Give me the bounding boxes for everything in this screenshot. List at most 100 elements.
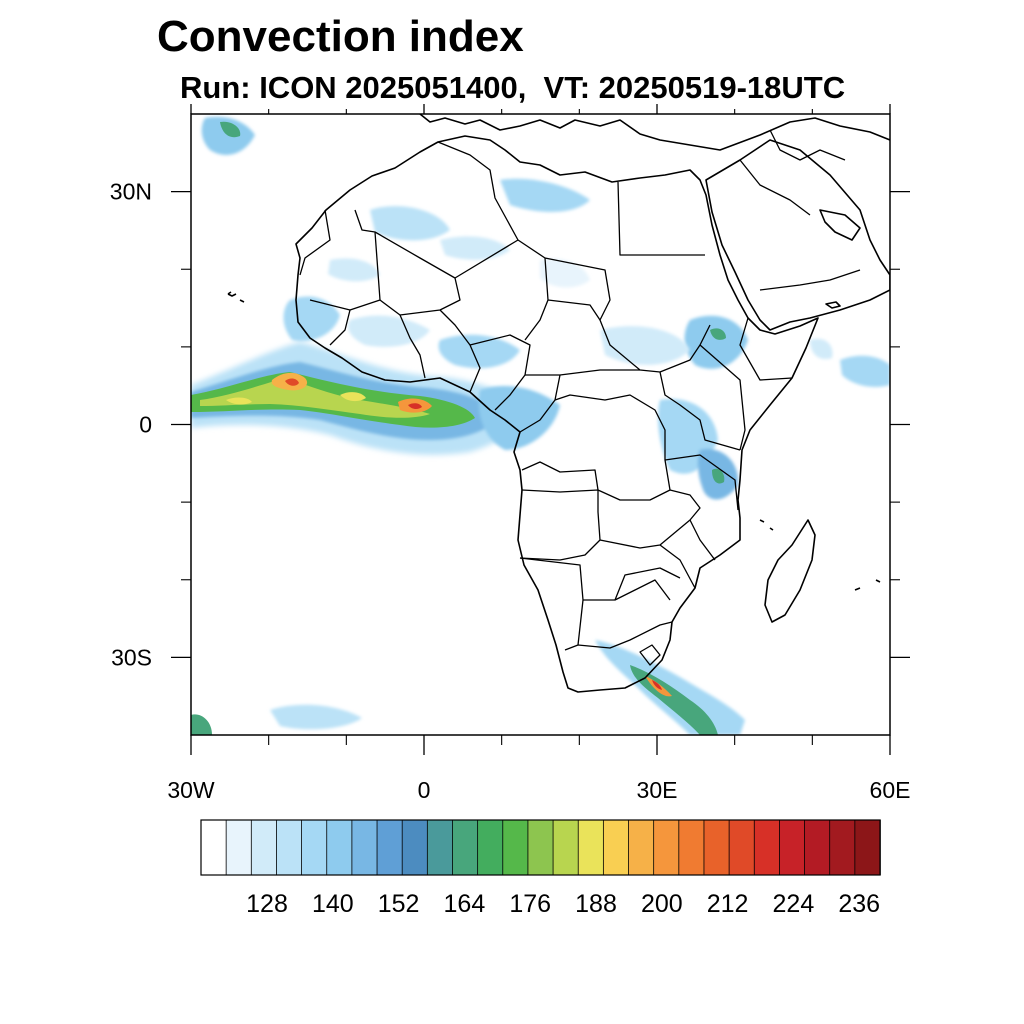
y-tick-label: 0 xyxy=(139,412,152,438)
chart-title: Convection index xyxy=(157,12,524,61)
border-nigeria-cameroon xyxy=(469,334,531,411)
colorbar-swatch xyxy=(276,819,303,876)
border-chad xyxy=(547,299,601,321)
colorbar-swatch xyxy=(477,819,504,876)
colorbar-swatch xyxy=(653,819,680,876)
canary-islands xyxy=(227,293,245,303)
colorbar-swatch xyxy=(703,819,730,876)
colorbar-label: 224 xyxy=(773,890,815,918)
itcz-core-yellow-3 xyxy=(340,392,366,402)
south-atlantic-patch-1 xyxy=(191,714,212,735)
x-tick-label: 30W xyxy=(167,777,215,803)
colorbar-swatch xyxy=(602,819,630,876)
axis-ticks xyxy=(171,104,910,755)
ethiopia-core xyxy=(710,328,726,340)
colorbar-swatch xyxy=(225,819,253,876)
border-arabia-3 xyxy=(769,129,846,161)
border-lesotho xyxy=(639,644,661,666)
sahara-patch-2 xyxy=(500,178,590,212)
x-tick-label: 0 xyxy=(418,777,431,803)
colorbar-swatch xyxy=(678,819,705,876)
border-north-africa-5 xyxy=(454,239,519,279)
border-east-africa-1 xyxy=(659,371,741,451)
x-tick-label: 30E xyxy=(637,777,678,803)
north-atlantic-patch xyxy=(201,116,255,155)
border-mozambique xyxy=(659,519,716,589)
colorbar-swatch xyxy=(351,819,378,876)
sahara-patch-4 xyxy=(328,258,380,282)
colorbar-swatch xyxy=(552,819,580,876)
sahara-patch-1 xyxy=(370,206,450,241)
sahel-patch-3 xyxy=(438,334,520,369)
sa-band-red xyxy=(652,680,662,690)
socotra-island xyxy=(825,301,841,309)
comoros-islands xyxy=(759,519,774,531)
colorbar-label: 200 xyxy=(641,890,683,918)
colorbar-swatch xyxy=(426,819,454,876)
europe-coastline xyxy=(419,114,890,151)
madagascar-coastline xyxy=(764,519,816,623)
border-arabia-1 xyxy=(739,159,811,216)
sahel-patch-1 xyxy=(283,296,340,342)
border-sudan xyxy=(544,257,711,373)
colorbar-swatch xyxy=(376,819,403,876)
border-east-africa-2 xyxy=(699,344,746,451)
south-atlantic-patch-2 xyxy=(270,704,362,730)
axis-labels: 30W 0 30E 60E 30N 0 30S xyxy=(110,179,911,803)
colorbar-swatch xyxy=(527,819,554,876)
colorbar-swatch xyxy=(628,819,655,876)
colorbar-label: 152 xyxy=(378,890,420,918)
border-egypt-libya xyxy=(617,181,705,256)
border-somalia xyxy=(739,317,793,381)
country-borders xyxy=(299,129,861,666)
border-zambia xyxy=(599,489,701,549)
reunion-islands xyxy=(854,579,881,591)
sahel-patch-2 xyxy=(348,315,430,347)
border-zimbabwe xyxy=(614,567,681,601)
colorbar-swatch xyxy=(753,819,781,876)
y-tick-label: 30N xyxy=(110,179,152,205)
colorbar: 128 140 152 164 176 188 200 212 224 236 xyxy=(200,819,881,918)
arabia-coastline xyxy=(705,139,890,331)
colorbar-swatch xyxy=(854,819,881,876)
colorbar-label: 236 xyxy=(838,890,880,918)
border-tanzania xyxy=(664,454,739,511)
border-west-africa-2 xyxy=(329,309,351,346)
colorbar-swatch xyxy=(326,819,353,876)
colorbar-swatch xyxy=(401,819,429,876)
chart-subtitle: Run: ICON 2025051400, VT: 20250519-18UTC xyxy=(180,70,846,105)
border-arabia-2 xyxy=(759,269,861,291)
colorbar-label: 176 xyxy=(509,890,551,918)
africa-coastline xyxy=(295,135,819,693)
colorbar-swatch xyxy=(829,819,856,876)
colorbar-label: 188 xyxy=(575,890,617,918)
sudan-patch xyxy=(600,326,690,365)
border-central-africa-2 xyxy=(519,374,561,433)
colorbar-frame xyxy=(200,819,881,876)
border-west-africa-1 xyxy=(399,314,426,379)
colorbar-swatch xyxy=(502,819,529,876)
colorbar-label: 128 xyxy=(246,890,288,918)
arabia-sea-patch xyxy=(810,338,833,360)
colorbar-swatch xyxy=(577,819,605,876)
colorbar-swatch xyxy=(452,819,479,876)
border-north-africa-1 xyxy=(299,209,331,276)
border-namibia xyxy=(519,557,584,651)
itcz-core-red-2 xyxy=(408,403,422,410)
ethiopia-patch xyxy=(684,315,748,369)
coastlines xyxy=(227,114,890,693)
border-botswana xyxy=(583,579,671,601)
colorbar-swatch xyxy=(804,819,831,876)
border-south-africa xyxy=(577,621,673,649)
colorbar-label: 164 xyxy=(444,890,486,918)
y-tick-label: 30S xyxy=(111,644,152,670)
colorbar-swatch xyxy=(301,819,328,876)
north-atlantic-core xyxy=(220,121,241,138)
indian-ocean-patch xyxy=(840,355,890,387)
itcz-band-yellow xyxy=(200,378,430,418)
border-central-africa-1 xyxy=(525,369,640,376)
border-angola xyxy=(519,489,601,561)
colorbar-swatch xyxy=(779,819,806,876)
colorbar-swatch xyxy=(200,819,227,876)
